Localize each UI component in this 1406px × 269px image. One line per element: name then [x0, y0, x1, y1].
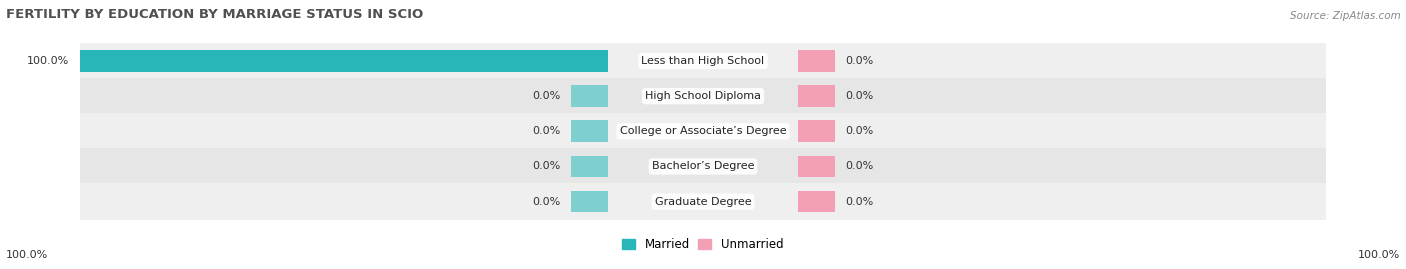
Text: 0.0%: 0.0%	[845, 91, 875, 101]
Text: 0.0%: 0.0%	[531, 161, 561, 171]
Text: College or Associate’s Degree: College or Associate’s Degree	[620, 126, 786, 136]
Text: 100.0%: 100.0%	[1358, 250, 1400, 260]
Text: Source: ZipAtlas.com: Source: ZipAtlas.com	[1289, 11, 1400, 21]
Text: 0.0%: 0.0%	[845, 126, 875, 136]
Bar	[80, 50, 607, 72]
Bar	[799, 191, 835, 213]
Bar	[80, 183, 1326, 220]
Text: 0.0%: 0.0%	[531, 197, 561, 207]
Bar	[571, 155, 607, 177]
Text: Bachelor’s Degree: Bachelor’s Degree	[652, 161, 754, 171]
Legend: Married, Unmarried: Married, Unmarried	[617, 233, 789, 256]
Text: 0.0%: 0.0%	[531, 91, 561, 101]
Text: 0.0%: 0.0%	[531, 126, 561, 136]
Bar	[799, 50, 835, 72]
Bar	[80, 113, 1326, 150]
Bar	[571, 121, 607, 142]
Bar	[799, 155, 835, 177]
Text: Graduate Degree: Graduate Degree	[655, 197, 751, 207]
Text: 100.0%: 100.0%	[6, 250, 48, 260]
Text: 100.0%: 100.0%	[27, 56, 69, 66]
Text: High School Diploma: High School Diploma	[645, 91, 761, 101]
Text: Less than High School: Less than High School	[641, 56, 765, 66]
Text: FERTILITY BY EDUCATION BY MARRIAGE STATUS IN SCIO: FERTILITY BY EDUCATION BY MARRIAGE STATU…	[6, 8, 423, 21]
Bar	[571, 191, 607, 213]
Bar	[571, 85, 607, 107]
Bar	[799, 121, 835, 142]
Bar	[80, 148, 1326, 185]
Bar	[799, 85, 835, 107]
Bar	[80, 43, 1326, 80]
Text: 0.0%: 0.0%	[845, 161, 875, 171]
Bar	[80, 78, 1326, 115]
Text: 0.0%: 0.0%	[845, 56, 875, 66]
Text: 0.0%: 0.0%	[845, 197, 875, 207]
